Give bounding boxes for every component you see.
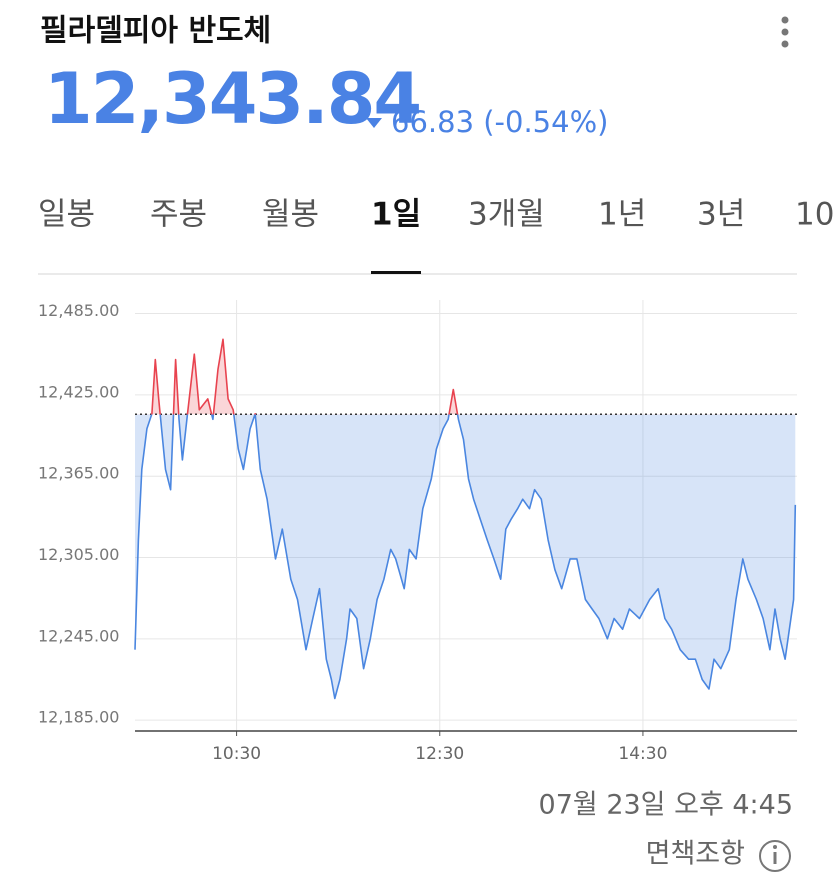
x-tick-label: 14:30 <box>618 744 667 764</box>
tab[interactable]: 10년 <box>795 197 835 233</box>
y-tick-label: 12,485.00 <box>38 301 119 320</box>
tab[interactable]: 3년 <box>697 197 745 233</box>
chart: 12,185.00 12,245.00 12,305.00 12,365.00 12,4… <box>38 300 797 764</box>
y-tick-label: 12,425.00 <box>38 382 119 401</box>
x-tick-label: 12:30 <box>415 744 464 764</box>
price: 12,343.84 <box>44 58 420 140</box>
y-tick-label: 12,245.00 <box>38 626 119 645</box>
tab[interactable]: 월봉 <box>262 197 319 233</box>
tab-indicator <box>371 271 421 274</box>
y-tick-label: 12,305.00 <box>38 545 119 564</box>
price-line <box>134 338 797 700</box>
title: 필라델피아 반도체 <box>40 14 271 49</box>
tab[interactable]: 1일 <box>371 197 421 233</box>
timestamp: 07월 23일 오후 4:45 <box>539 790 793 821</box>
area <box>135 339 796 699</box>
tab[interactable]: 3개월 <box>468 197 545 233</box>
y-tick-label: 12,185.00 <box>38 708 119 727</box>
menu-button[interactable] <box>781 16 789 48</box>
tab-bar: 일봉 주봉 월봉 1일 3개월 1년 3년 10년 <box>38 197 835 233</box>
tab[interactable]: 주봉 <box>150 197 207 233</box>
down-arrow <box>366 118 382 128</box>
x-tick-label: 10:30 <box>212 744 261 764</box>
change: 66.83 (-0.54%) <box>391 105 608 139</box>
info-icon[interactable] <box>759 840 791 872</box>
tab[interactable]: 일봉 <box>38 197 95 233</box>
disclaimer[interactable]: 면책조항 <box>646 839 745 870</box>
y-tick-label: 12,365.00 <box>38 464 119 483</box>
tab[interactable]: 1년 <box>598 197 646 233</box>
